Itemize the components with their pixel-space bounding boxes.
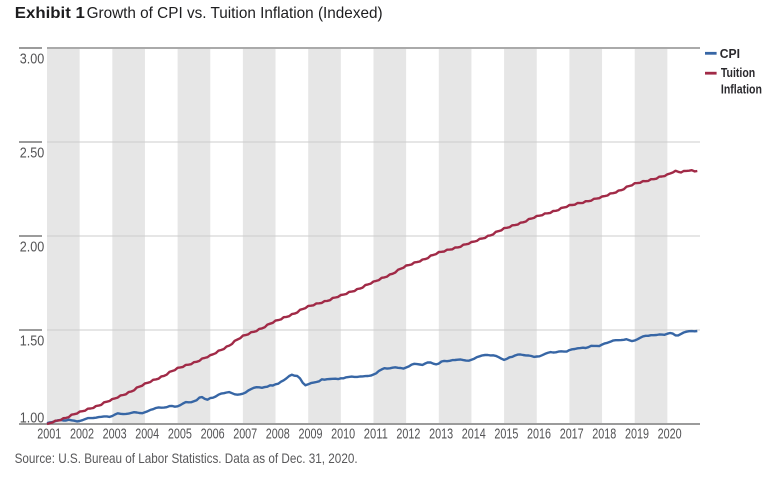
svg-text:2013: 2013 (429, 427, 453, 443)
svg-text:2003: 2003 (103, 427, 127, 443)
svg-text:1.50: 1.50 (20, 334, 45, 350)
svg-text:2005: 2005 (168, 427, 192, 443)
svg-text:2.00: 2.00 (20, 240, 45, 256)
svg-text:2011: 2011 (364, 427, 388, 443)
svg-text:Tuition: Tuition (721, 66, 755, 80)
svg-text:2004: 2004 (135, 427, 159, 443)
svg-text:2007: 2007 (233, 427, 257, 443)
svg-text:1.00: 1.00 (20, 411, 45, 427)
svg-text:2019: 2019 (625, 427, 649, 443)
svg-text:Exhibit 1: Exhibit 1 (15, 5, 85, 22)
svg-text:2009: 2009 (299, 427, 323, 443)
svg-text:2001: 2001 (37, 427, 61, 443)
svg-text:2018: 2018 (592, 427, 616, 443)
svg-text:2006: 2006 (201, 427, 225, 443)
svg-text:Growth of CPI vs. Tuition Infl: Growth of CPI vs. Tuition Inflation (Ind… (87, 5, 383, 22)
svg-text:2012: 2012 (396, 427, 420, 443)
svg-text:2.50: 2.50 (20, 146, 45, 162)
svg-text:2008: 2008 (266, 427, 290, 443)
svg-text:2020: 2020 (658, 427, 682, 443)
svg-text:2015: 2015 (494, 427, 518, 443)
svg-text:Inflation: Inflation (721, 82, 762, 96)
svg-text:2017: 2017 (560, 427, 584, 443)
svg-text:Source: U.S. Bureau of Labor S: Source: U.S. Bureau of Labor Statistics.… (15, 450, 358, 466)
svg-text:2002: 2002 (70, 427, 94, 443)
svg-text:CPI: CPI (720, 47, 740, 61)
svg-text:3.00: 3.00 (20, 52, 45, 68)
svg-text:2014: 2014 (462, 427, 486, 443)
svg-text:2010: 2010 (331, 427, 355, 443)
svg-text:2016: 2016 (527, 427, 551, 443)
